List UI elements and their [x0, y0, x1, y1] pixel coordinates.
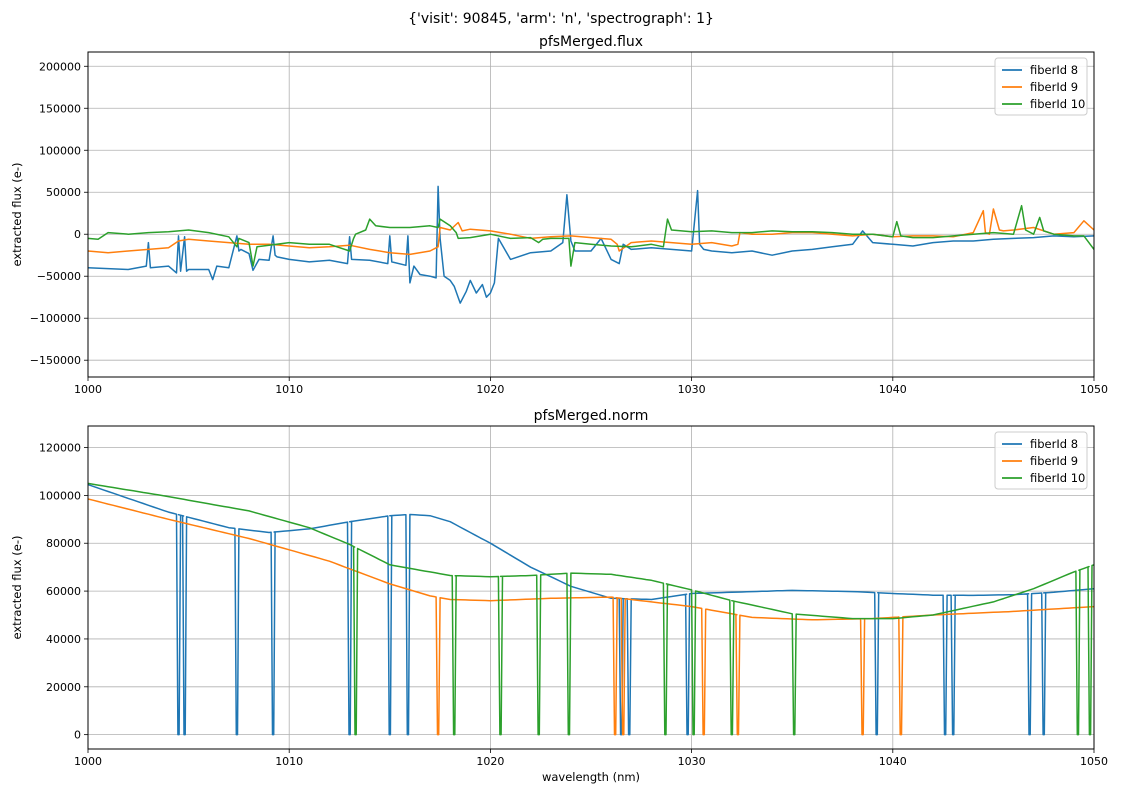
flux-axes-frame [87, 51, 1095, 378]
norm-xtick-label: 1000 [74, 755, 102, 768]
norm-ytick-label: 100000 [39, 489, 81, 502]
norm-legend: fiberId 8 fiberId 9 fiberId 10 [994, 431, 1088, 490]
norm-series-fiberid-10 [87, 482, 1095, 736]
norm-legend-label: fiberId 10 [1030, 471, 1085, 485]
flux-legend-box [994, 57, 1088, 116]
norm-axis-ticks: 1000 1010 1020 1030 1040 1050 0 20000 40000 60000… [39, 442, 1108, 768]
norm-xtick-label: 1030 [678, 755, 706, 768]
flux-xtick-label: 1010 [275, 383, 303, 396]
flux-ytick-label: −150000 [30, 354, 81, 367]
norm-axes-frame [87, 425, 1095, 750]
norm-series-fiberid-8 [87, 483, 1095, 736]
flux-ytick-label: 0 [74, 228, 81, 241]
flux-xtick-label: 1040 [879, 383, 907, 396]
figure-suptitle: {'visit': 90845, 'arm': 'n', 'spectrogra… [408, 11, 714, 27]
norm-xtick-label: 1040 [879, 755, 907, 768]
norm-series-lines [87, 482, 1095, 736]
flux-ytick-label: 150000 [39, 102, 81, 115]
flux-legend-label: fiberId 10 [1030, 97, 1085, 111]
flux-series-fiberid-8 [87, 185, 1095, 304]
flux-series-lines [87, 185, 1095, 304]
flux-xtick-label: 1030 [678, 383, 706, 396]
flux-ytick-label: 200000 [39, 60, 81, 73]
flux-ytick-label: −50000 [37, 270, 81, 283]
norm-ytick-label: 0 [74, 729, 81, 742]
norm-legend-label: fiberId 9 [1030, 454, 1078, 468]
flux-legend-label: fiberId 9 [1030, 80, 1078, 94]
flux-ytick-label: 100000 [39, 144, 81, 157]
norm-legend-label: fiberId 8 [1030, 437, 1078, 451]
flux-gridlines [87, 52, 1095, 377]
norm-xtick-label: 1010 [275, 755, 303, 768]
norm-plot-title: pfsMerged.norm [534, 408, 649, 424]
flux-axis-ticks: 1000 1010 1020 1030 1040 1050 −150000 −100000 −5… [30, 60, 1108, 396]
norm-plot-xlabel: wavelength (nm) [542, 770, 640, 784]
flux-plot-title: pfsMerged.flux [539, 34, 643, 50]
norm-legend-box [994, 431, 1088, 490]
flux-ytick-label: 50000 [46, 186, 81, 199]
norm-ytick-label: 40000 [46, 633, 81, 646]
flux-series-fiberid-10 [87, 204, 1095, 267]
flux-plot-ylabel: extracted flux (e-) [10, 162, 24, 266]
flux-ytick-label: −100000 [30, 312, 81, 325]
norm-series-fiberid-9 [87, 498, 1095, 736]
flux-legend: fiberId 8 fiberId 9 fiberId 10 [994, 57, 1088, 116]
flux-subplot: pfsMerged.flux extracted flux (e-) 1000 1… [10, 34, 1108, 396]
flux-xtick-label: 1000 [74, 383, 102, 396]
flux-xtick-label: 1020 [476, 383, 504, 396]
norm-ytick-label: 60000 [46, 585, 81, 598]
norm-plot-ylabel: extracted flux (e-) [10, 535, 24, 639]
norm-ytick-label: 80000 [46, 537, 81, 550]
norm-ytick-label: 120000 [39, 442, 81, 455]
flux-xtick-label: 1050 [1080, 383, 1108, 396]
norm-xtick-label: 1020 [476, 755, 504, 768]
norm-subplot: pfsMerged.norm extracted flux (e-) wavel… [10, 408, 1108, 784]
flux-legend-label: fiberId 8 [1030, 63, 1078, 77]
flux-series-fiberid-9 [87, 208, 1095, 256]
norm-xtick-label: 1050 [1080, 755, 1108, 768]
norm-ytick-label: 20000 [46, 681, 81, 694]
